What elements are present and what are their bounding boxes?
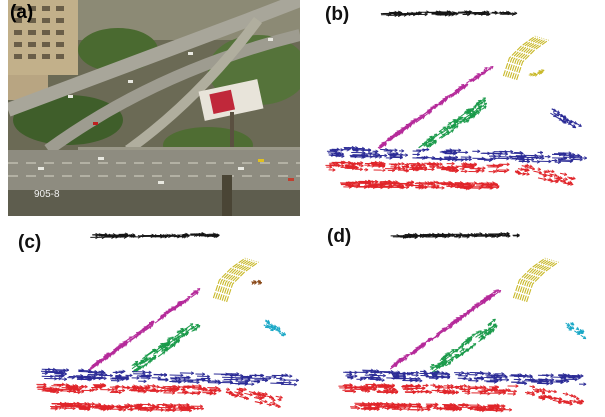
panel-label-c: (c)	[18, 232, 42, 253]
panel-b-green-cluster	[418, 97, 488, 149]
panel-d-red-cluster-lower	[350, 401, 513, 413]
panel-d-cyan-cluster	[565, 322, 587, 340]
panel-d-red-cluster-upper	[338, 382, 519, 396]
panel-b-red-cluster-upper	[325, 160, 510, 174]
panel-c-brown-cluster	[251, 279, 263, 285]
panel-label-d: (d)	[327, 226, 352, 247]
panel-c-red-cluster-lower	[50, 401, 204, 413]
panel-label-b: (b)	[325, 4, 350, 25]
panel-d-red-cluster-right	[524, 384, 585, 406]
panel-b-black-cluster	[380, 10, 518, 17]
panel-d-blue-cluster	[343, 368, 587, 386]
panel-c-black-cluster	[90, 232, 220, 240]
panel-c-red-cluster-right	[225, 387, 283, 409]
panel-b-yellow-small-cluster	[528, 69, 545, 77]
panel-c-red-cluster-upper	[36, 382, 222, 396]
panel-d-green-cluster	[429, 318, 498, 375]
panel-b-red-cluster-lower	[340, 179, 500, 191]
panel-d-black-cluster	[390, 231, 520, 239]
panel-b-blue-small-cluster	[550, 108, 582, 129]
panel-c-green-cluster	[131, 323, 201, 373]
panel-d-yellow-cluster	[512, 257, 559, 303]
panel-c-cyan-cluster	[263, 319, 287, 337]
panel-label-a: (a)	[10, 2, 34, 23]
panel-c-magenta-cluster	[88, 288, 201, 371]
panel-b-magenta-cluster	[377, 65, 494, 150]
panel-b-red-cluster-right	[514, 163, 576, 186]
photo-caption: 905-8	[34, 189, 60, 200]
panel-c-yellow-cluster	[212, 257, 259, 303]
panel-b-yellow-cluster	[502, 35, 549, 81]
highway-aerial-photo	[8, 0, 300, 216]
panel-d-magenta-cluster	[389, 289, 502, 370]
panel-c-blue-cluster	[40, 367, 299, 387]
panel-b-blue-cluster	[326, 145, 588, 164]
